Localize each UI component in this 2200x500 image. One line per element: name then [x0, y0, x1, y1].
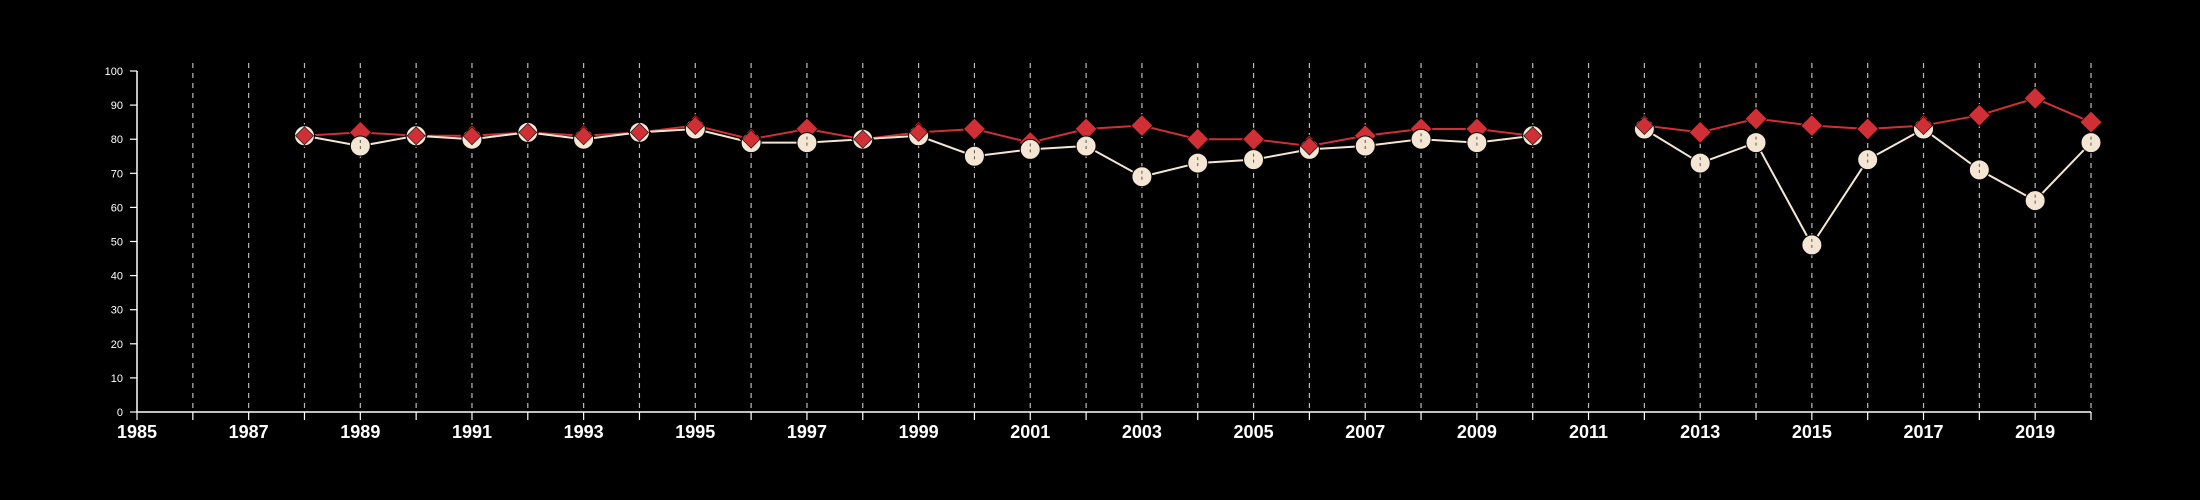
x-tick-label: 1985 [117, 422, 157, 442]
series-0-point-overlay [1634, 116, 1654, 135]
y-tick-label: 50 [111, 237, 123, 249]
series-0-point [1688, 120, 1712, 144]
series-0-point [1856, 117, 1880, 141]
series-0-point-overlay [909, 122, 929, 142]
x-tick-label: 2005 [1234, 422, 1274, 442]
grid-layer [192, 63, 2092, 412]
series-0-point [1967, 103, 1991, 127]
x-tick-label: 2009 [1457, 422, 1497, 442]
series-0-point-overlay [574, 126, 594, 146]
x-tick-label: 1993 [564, 422, 604, 442]
series-0-point-overlay [406, 126, 426, 146]
y-tick-label: 100 [105, 66, 123, 78]
y-tick-label: 90 [111, 100, 123, 112]
y-tick-label: 60 [111, 202, 123, 214]
x-tick-label: 2001 [1010, 422, 1050, 442]
series-0-point-overlay [685, 116, 705, 135]
series-0-point [1186, 127, 1210, 151]
x-tick-label: 2011 [1569, 422, 1608, 442]
y-tick-label: 0 [117, 407, 123, 419]
series-0-point-overlay [741, 129, 761, 149]
y-tick-label: 20 [111, 339, 123, 351]
series-0-point [2079, 110, 2103, 134]
series-0-point-overlay [1914, 116, 1933, 135]
series-0-point [1242, 127, 1266, 151]
x-tick-label: 1995 [675, 422, 715, 442]
x-tick-label: 1987 [229, 422, 269, 442]
y-tick-label: 80 [111, 134, 123, 146]
y-tick-label: 10 [111, 373, 123, 385]
series-0-point-overlay [1299, 136, 1319, 156]
x-tick-label: 2015 [1792, 422, 1832, 442]
x-tick-label: 1997 [787, 422, 827, 442]
x-tick-label: 1991 [452, 422, 492, 442]
y-tick-label: 70 [111, 168, 123, 180]
series-0-point [962, 117, 986, 141]
series-0-point-overlay [462, 126, 482, 146]
series-0-point-overlay [1523, 126, 1543, 146]
series-layer [292, 86, 2103, 256]
x-tick-label: 2003 [1122, 422, 1162, 442]
series-0-point-overlay [853, 129, 873, 149]
x-tick-label: 2013 [1680, 422, 1720, 442]
y-tick-label: 40 [111, 271, 123, 283]
axis-layer: 0 10 20 30 40 50 60 70 80 90 100 1985 1987 1989 1991 19… [105, 66, 2092, 442]
series-0-point [1744, 107, 1768, 131]
x-tick-label: 2007 [1345, 422, 1385, 442]
x-tick-label: 2019 [2015, 422, 2055, 442]
x-tick-label: 1999 [899, 422, 939, 442]
x-tick-label: 1989 [340, 422, 380, 442]
series-0-point [1800, 113, 1824, 138]
series-0-point-overlay [518, 122, 538, 142]
series-0-point [1130, 113, 1154, 138]
y-tick-label: 30 [111, 305, 123, 317]
x-tick-label: 2017 [1903, 422, 1943, 442]
series-0-point-overlay [295, 126, 314, 146]
series-0-point-overlay [630, 122, 649, 142]
series-0-point [2023, 86, 2047, 110]
